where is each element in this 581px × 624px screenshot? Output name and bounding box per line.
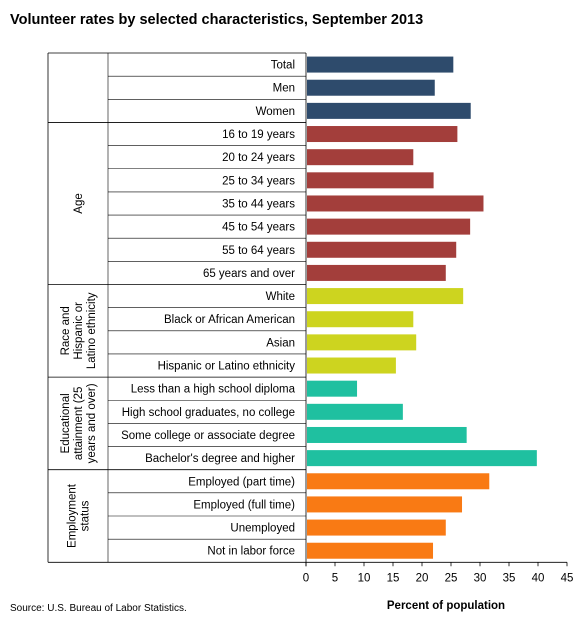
bar: [307, 56, 454, 73]
bar: [307, 172, 434, 189]
group-label-line: Hispanic or: [73, 302, 85, 360]
bar: [307, 519, 446, 536]
bar: [307, 126, 458, 143]
bar: [307, 496, 463, 513]
group-label: Educationalattainment (25years and over): [60, 383, 98, 463]
bar: [307, 102, 471, 119]
category-label: Black or African American: [164, 314, 295, 326]
bar: [307, 311, 414, 328]
x-tick-label: 5: [332, 572, 338, 584]
category-label: Less than a high school diploma: [131, 384, 296, 396]
group-label-line: Race and: [60, 306, 72, 355]
group-label: Age: [73, 193, 85, 213]
x-axis: 0 5 10 15 20 25 30 35 40 45: [303, 53, 574, 584]
bar: [307, 357, 396, 374]
bars: [307, 56, 537, 559]
category-labels: Total Men Women 16 to 19 years 20 to 24 year…: [121, 60, 295, 558]
category-label: Women: [256, 106, 295, 118]
category-label: 35 to 44 years: [222, 198, 295, 210]
category-label: White: [266, 291, 295, 303]
group-label-line: Latino ethnicity: [86, 292, 98, 369]
bar: [307, 334, 417, 351]
bar: [307, 542, 434, 559]
x-tick-label: 25: [445, 572, 458, 584]
bar: [307, 473, 490, 490]
x-tick-label: 35: [503, 572, 516, 584]
x-axis-title: Percent of population: [387, 600, 505, 612]
group-label-line: Employment: [67, 483, 79, 548]
x-tick-label: 45: [561, 572, 574, 584]
bar: [307, 264, 446, 281]
category-label: Bachelor's degree and higher: [145, 453, 295, 465]
bar: [307, 218, 471, 235]
x-tick-label: 15: [387, 572, 400, 584]
group-label-line: Age: [73, 193, 85, 213]
group-label: Employmentstatus: [67, 483, 92, 548]
group-label-line: years and over): [86, 383, 98, 463]
source-note: Source: U.S. Bureau of Labor Statistics.: [10, 603, 187, 614]
category-label: Men: [273, 83, 295, 95]
bar: [307, 149, 414, 166]
bar: [307, 288, 464, 305]
group-label: Race andHispanic orLatino ethnicity: [60, 292, 98, 369]
bar: [307, 426, 467, 443]
bar: [307, 79, 435, 96]
bar: [307, 450, 537, 467]
category-label: 65 years and over: [203, 268, 295, 280]
group-label-line: attainment (25: [73, 387, 85, 461]
category-label: 16 to 19 years: [222, 129, 295, 141]
group-frames: [47, 52, 306, 563]
chart-title: Volunteer rates by selected characterist…: [10, 12, 424, 28]
category-label: High school graduates, no college: [122, 407, 295, 419]
category-label: 45 to 54 years: [222, 222, 295, 234]
category-label: 55 to 64 years: [222, 245, 295, 257]
category-label: Total: [271, 60, 295, 72]
group-label-line: Educational: [60, 393, 72, 453]
bar: [307, 241, 457, 258]
bar: [307, 380, 358, 397]
category-label: Not in labor force: [207, 546, 295, 558]
category-label: Asian: [266, 337, 295, 349]
x-tick-label: 10: [358, 572, 371, 584]
x-tick-label: 40: [532, 572, 545, 584]
bar: [307, 195, 484, 212]
category-label: Unemployed: [230, 523, 295, 535]
category-label: Some college or associate degree: [121, 430, 295, 442]
category-label: Hispanic or Latino ethnicity: [158, 361, 296, 373]
category-label: Employed (full time): [193, 499, 295, 511]
group-labels: Age Race andHispanic orLatino ethnicity Ed…: [60, 193, 98, 548]
category-label: 25 to 34 years: [222, 175, 295, 187]
bar: [307, 403, 403, 420]
category-label: 20 to 24 years: [222, 152, 295, 164]
x-tick-label: 0: [303, 572, 309, 584]
category-label: Employed (part time): [188, 476, 295, 488]
x-tick-label: 20: [416, 572, 429, 584]
group-label-line: status: [80, 500, 92, 531]
x-tick-label: 30: [474, 572, 487, 584]
